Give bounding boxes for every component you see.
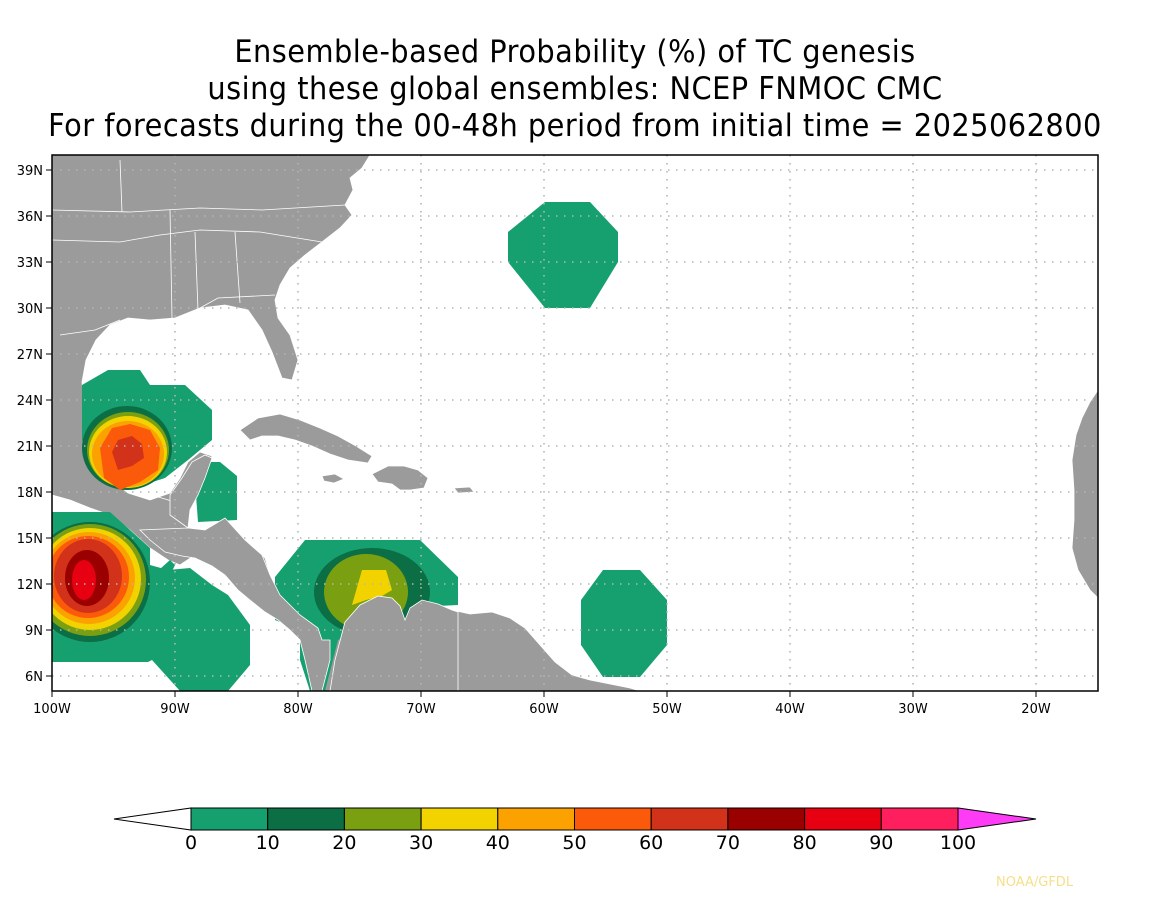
colorbar-label: 40 xyxy=(486,832,510,854)
lon-label: 50W xyxy=(652,702,682,717)
title-line-2: using these global ensembles: NCEP FNMOC… xyxy=(207,71,943,107)
contour-atl-north-0-10 xyxy=(508,202,618,308)
colorbar-swatches xyxy=(190,807,959,831)
lat-label: 6N xyxy=(25,670,43,685)
lon-label: 60W xyxy=(529,702,559,717)
colorbar-swatch xyxy=(343,807,422,831)
map-frame xyxy=(51,154,1099,692)
lat-label: 12N xyxy=(17,578,43,593)
colorbar-swatch xyxy=(727,807,806,831)
colorbar-label: 60 xyxy=(639,832,663,854)
graticule xyxy=(52,155,1098,691)
colorbar-swatch xyxy=(574,807,652,831)
colorbar-label: 90 xyxy=(869,832,893,854)
lat-label: 30N xyxy=(17,302,43,317)
lat-label: 33N xyxy=(17,256,43,271)
lat-label: 9N xyxy=(25,624,43,639)
lat-label: 39N xyxy=(17,164,43,179)
colorbar-swatch xyxy=(190,807,269,831)
latitude-labels: 39N 36N 33N 30N 27N 24N 21N 18N 15N 12N … xyxy=(17,164,43,685)
lon-label: 20W xyxy=(1021,702,1051,717)
colorbar-labels: 0 10 20 30 40 50 60 70 80 90 100 xyxy=(185,832,976,854)
credit-text: NOAA/GFDL xyxy=(996,875,1074,890)
lon-label: 40W xyxy=(775,702,805,717)
africa-land xyxy=(1071,389,1098,599)
colorbar-label: 50 xyxy=(562,832,586,854)
contour-carib-30-40 xyxy=(352,570,392,605)
map-content xyxy=(52,155,1098,691)
colorbar-label: 30 xyxy=(409,832,433,854)
lon-label: 80W xyxy=(283,702,313,717)
lat-label: 36N xyxy=(17,210,43,225)
colorbar-swatch xyxy=(650,807,729,831)
lat-label: 18N xyxy=(17,486,43,501)
contour-epac-0-10b xyxy=(150,560,175,580)
lat-label: 24N xyxy=(17,394,43,409)
colorbar-label: 100 xyxy=(940,832,976,854)
title-line-1: Ensemble-based Probability (%) of TC gen… xyxy=(234,34,916,70)
colorbar-swatch xyxy=(267,807,345,831)
lon-label: 30W xyxy=(898,702,928,717)
colorbar-label: 10 xyxy=(256,832,280,854)
colorbar-swatch xyxy=(804,807,882,831)
venezuela-coast-land xyxy=(329,595,459,691)
colorbar-label: 0 xyxy=(185,832,197,854)
contour-gulf-60-70 xyxy=(112,436,144,470)
title-line-3: For forecasts during the 00-48h period f… xyxy=(48,108,1102,144)
puerto-rico-land xyxy=(453,486,475,494)
colorbar-swatch xyxy=(880,807,959,831)
contour-atl-south-0-10 xyxy=(581,570,667,677)
contour-bay-campeche-0-10 xyxy=(196,462,237,522)
colorbar-swatch xyxy=(497,807,575,831)
colorbar-over-arrow xyxy=(957,807,1037,831)
central-america-land xyxy=(139,517,331,691)
colorbar-swatch xyxy=(420,807,499,831)
axis-ticks xyxy=(46,169,1037,697)
colorbar-under-arrow xyxy=(113,807,192,831)
lat-label: 15N xyxy=(17,532,43,547)
colorbar: 0 10 20 30 40 50 60 70 80 90 100 xyxy=(113,807,1037,854)
hispaniola-land xyxy=(371,465,429,491)
contour-epac-80-90 xyxy=(72,560,96,600)
lat-label: 27N xyxy=(17,348,43,363)
colorbar-label: 70 xyxy=(716,832,740,854)
land-overlay xyxy=(139,454,459,691)
longitude-labels: 100W 90W 80W 70W 60W 50W 40W 30W 20W xyxy=(33,702,1051,717)
lon-label: 70W xyxy=(406,702,436,717)
lat-label: 21N xyxy=(17,440,43,455)
colorbar-label: 20 xyxy=(332,832,356,854)
colorbar-label: 80 xyxy=(793,832,817,854)
lon-label: 90W xyxy=(160,702,190,717)
yucatan-land xyxy=(169,454,213,529)
probability-contours xyxy=(52,202,667,691)
lon-label: 100W xyxy=(33,702,71,717)
cuba-land xyxy=(239,413,373,464)
jamaica-land xyxy=(321,473,345,484)
